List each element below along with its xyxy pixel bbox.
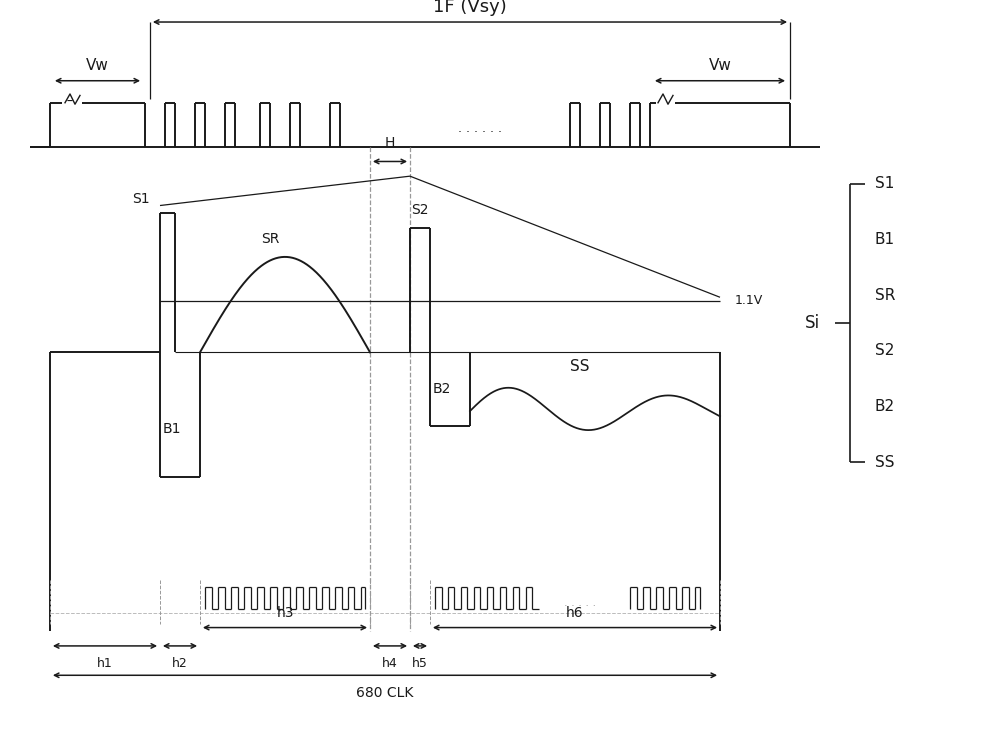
Text: h5: h5 bbox=[412, 657, 428, 670]
Text: h2: h2 bbox=[172, 657, 188, 670]
Text: h6: h6 bbox=[566, 606, 584, 620]
Text: S2: S2 bbox=[875, 344, 894, 358]
Text: Vw: Vw bbox=[709, 58, 731, 73]
Text: 1.1V: 1.1V bbox=[735, 294, 763, 308]
Text: h3: h3 bbox=[276, 606, 294, 620]
Text: B2: B2 bbox=[875, 399, 895, 414]
Text: S1: S1 bbox=[875, 176, 894, 191]
Text: . . . . . .: . . . . . . bbox=[458, 122, 502, 135]
Text: SS: SS bbox=[570, 360, 590, 374]
Text: h4: h4 bbox=[382, 657, 398, 670]
Text: SS: SS bbox=[875, 455, 895, 470]
Text: Vw: Vw bbox=[86, 58, 108, 73]
Text: S2: S2 bbox=[411, 203, 429, 217]
Text: Si: Si bbox=[805, 314, 820, 332]
Text: . . . . .: . . . . . bbox=[564, 597, 596, 608]
Text: 1F (Vsy): 1F (Vsy) bbox=[433, 0, 507, 16]
Text: S1: S1 bbox=[132, 192, 150, 206]
Text: B1: B1 bbox=[163, 422, 182, 437]
Text: SR: SR bbox=[875, 288, 895, 302]
Text: SR: SR bbox=[261, 232, 279, 246]
Text: 680 CLK: 680 CLK bbox=[356, 686, 414, 700]
Text: B2: B2 bbox=[433, 382, 451, 396]
Text: h1: h1 bbox=[97, 657, 113, 670]
Text: B1: B1 bbox=[875, 232, 895, 247]
Text: H: H bbox=[385, 137, 395, 150]
